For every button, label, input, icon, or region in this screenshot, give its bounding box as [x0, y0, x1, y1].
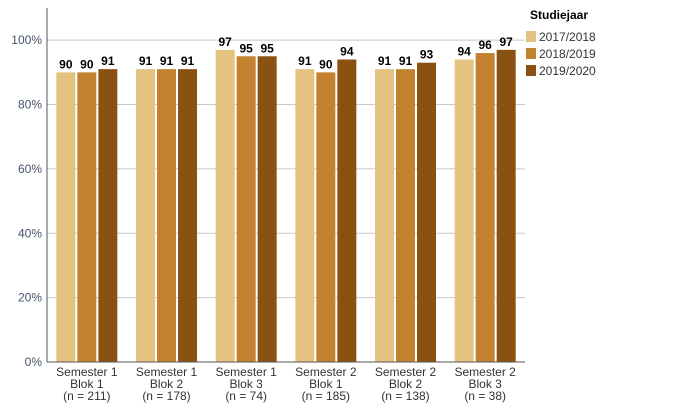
data-label: 97 — [218, 35, 232, 49]
x-tick-label: (n = 211) — [63, 389, 110, 403]
data-label: 91 — [378, 54, 392, 68]
legend-swatch — [526, 48, 536, 59]
y-tick-label: 40% — [18, 226, 42, 240]
axes — [46, 8, 525, 363]
x-tick-label: Blok 1 — [70, 377, 104, 391]
bar — [454, 59, 474, 363]
bar — [98, 69, 118, 363]
bar — [77, 72, 97, 362]
data-label: 91 — [160, 54, 174, 68]
data-label: 91 — [399, 54, 413, 68]
bar — [56, 72, 76, 362]
bar — [337, 59, 357, 363]
legend: Studiejaar 2017/2018 2018/2019 2019/2020 — [526, 8, 596, 78]
data-label: 94 — [457, 44, 471, 58]
bar — [295, 69, 315, 363]
y-tick-label: 100% — [11, 33, 42, 47]
data-label: 90 — [80, 57, 94, 71]
x-tick-label: Semester 2 — [454, 365, 516, 379]
x-tick-label: Blok 2 — [150, 377, 184, 391]
x-tick-label: Semester 2 — [295, 365, 357, 379]
data-label: 93 — [420, 48, 434, 62]
x-tick-label: (n = 178) — [142, 389, 190, 403]
x-tick-label: Blok 2 — [389, 377, 423, 391]
x-tick-label: Blok 3 — [229, 377, 263, 391]
data-label: 96 — [478, 38, 492, 52]
x-tick-label: (n = 74) — [225, 389, 267, 403]
bar — [157, 69, 176, 363]
data-label: 97 — [499, 35, 513, 49]
data-label: 91 — [181, 54, 195, 68]
data-label: 91 — [139, 54, 153, 68]
bar — [475, 53, 495, 363]
y-tick-label: 60% — [18, 162, 42, 176]
data-label: 91 — [101, 54, 115, 68]
y-tick-label: 20% — [18, 291, 42, 305]
y-tick-label: 80% — [18, 98, 42, 112]
data-label: 95 — [239, 41, 253, 55]
bar — [257, 56, 277, 362]
legend-label: 2017/2018 — [539, 30, 596, 44]
data-label: 90 — [319, 57, 333, 71]
x-tick-label: Semester 1 — [215, 365, 277, 379]
bar — [316, 72, 336, 362]
data-label: 91 — [298, 54, 312, 68]
x-tick-label: Semester 2 — [375, 365, 437, 379]
y-tick-label: 0% — [25, 355, 43, 369]
y-axis-ticks: 0% 20% 40% 60% 80% 100% — [11, 33, 42, 369]
legend-label: 2019/2020 — [539, 64, 596, 78]
bar — [417, 62, 436, 362]
x-tick-label: (n = 138) — [381, 389, 429, 403]
x-tick-label: (n = 38) — [464, 389, 506, 403]
legend-swatch — [526, 31, 536, 42]
bar — [375, 69, 394, 363]
legend-label: 2018/2019 — [539, 47, 596, 61]
legend-swatch — [526, 65, 536, 76]
bar — [396, 69, 415, 363]
bar — [215, 49, 235, 362]
bar — [496, 49, 516, 362]
data-labels: 90 90 91 91 91 91 97 95 95 91 90 94 91 91 93 94 96 97 — [59, 35, 513, 72]
gridlines — [47, 39, 525, 299]
x-tick-label: Blok 1 — [309, 377, 343, 391]
bar — [136, 69, 155, 363]
bar — [178, 69, 197, 363]
data-label: 90 — [59, 57, 73, 71]
x-tick-label: (n = 185) — [302, 389, 350, 403]
data-label: 94 — [340, 44, 354, 58]
x-tick-label: Semester 1 — [136, 365, 198, 379]
x-tick-label: Semester 1 — [56, 365, 118, 379]
bar — [236, 56, 256, 362]
x-tick-label: Blok 3 — [468, 377, 502, 391]
legend-title: Studiejaar — [530, 8, 588, 22]
bars — [56, 49, 516, 363]
data-label: 95 — [260, 41, 274, 55]
